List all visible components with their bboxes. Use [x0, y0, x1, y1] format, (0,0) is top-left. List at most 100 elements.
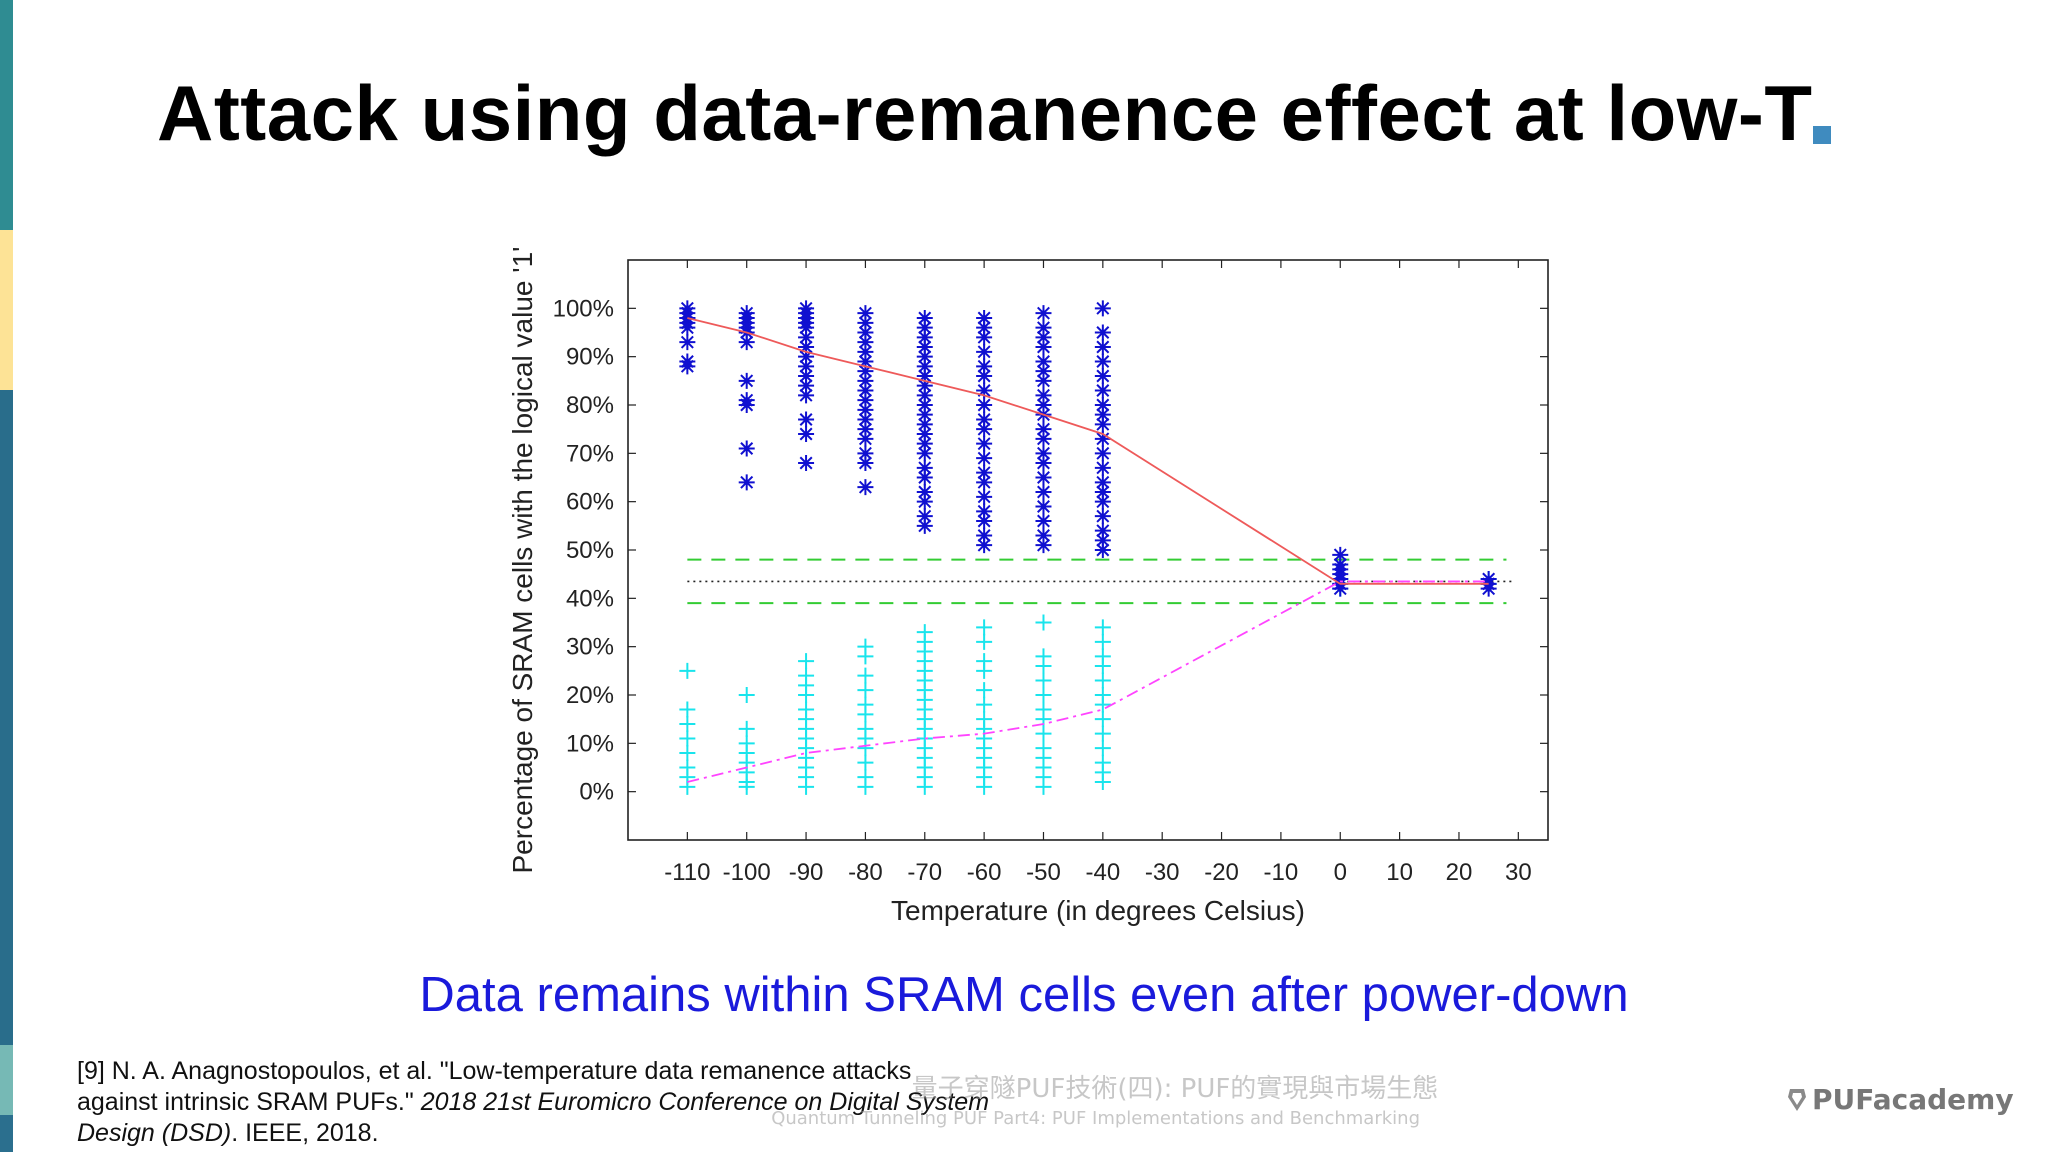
data-point-ones: [1035, 430, 1052, 447]
x-tick-label: -90: [789, 859, 824, 886]
data-point-ones: [857, 343, 874, 360]
data-point-ones: [1094, 406, 1111, 423]
x-tick-label: -20: [1204, 859, 1239, 886]
side-accent-segment: [0, 0, 13, 230]
x-tick-label: -10: [1264, 859, 1299, 886]
data-point-zeros: [1094, 687, 1111, 703]
data-point-ones: [976, 343, 993, 360]
data-point-ones: [798, 455, 815, 471]
data-point-ones: [798, 387, 815, 404]
logo-text: PUFacademy: [1812, 1083, 2014, 1116]
data-point-ones: [738, 372, 755, 389]
data-point-ones: [857, 324, 874, 341]
data-point-ones: [916, 348, 933, 365]
data-point-ones: [798, 329, 815, 346]
data-point-zeros: [1035, 701, 1052, 718]
data-point-zeros: [976, 653, 993, 670]
data-point-ones: [1094, 532, 1111, 549]
data-point-ones: [1035, 397, 1052, 413]
side-accent-segment: [0, 230, 13, 390]
data-point-ones: [976, 450, 993, 467]
data-point-zeros: [857, 667, 874, 684]
data-point-zeros: [679, 701, 696, 718]
plot-frame: [627, 259, 1549, 841]
data-point-ones: [798, 411, 815, 428]
data-point-ones: [1035, 363, 1052, 380]
x-tick-label: 10: [1386, 859, 1413, 886]
data-point-zeros: [679, 759, 696, 776]
data-point-ones: [976, 411, 993, 428]
watermark-subtitle: Quantum Tunneling PUF Part4: PUF Impleme…: [771, 1108, 1420, 1129]
data-point-zeros: [1035, 614, 1052, 631]
data-point-ones: [1035, 498, 1052, 515]
data-point-ones: [738, 305, 755, 322]
data-point-zeros: [1035, 740, 1052, 757]
data-point-zeros: [679, 745, 696, 761]
data-point-ones: [857, 372, 874, 389]
data-point-zeros: [679, 730, 696, 747]
data-point-ones: [976, 527, 993, 544]
data-point-ones: [857, 421, 874, 438]
title-accent-square: [1813, 126, 1831, 144]
data-point-ones: [916, 517, 933, 534]
side-accent-segment: [0, 390, 13, 1045]
data-point-ones: [1035, 305, 1052, 322]
data-point-ones: [798, 377, 815, 394]
data-point-ones: [976, 488, 993, 505]
data-point-ones: [916, 435, 933, 452]
mean-line-ones: [687, 317, 1489, 585]
y-tick-label: 80%: [566, 392, 614, 419]
data-point-ones: [916, 397, 933, 413]
data-point-ones: [857, 382, 874, 399]
data-point-ones: [679, 334, 696, 351]
data-point-ones: [1035, 421, 1052, 438]
data-point-ones: [1094, 484, 1111, 500]
data-point-ones: [857, 430, 874, 447]
data-point-ones: [857, 314, 874, 331]
data-point-ones: [1094, 508, 1111, 525]
data-point-zeros: [857, 769, 874, 786]
data-point-ones: [1035, 319, 1052, 336]
data-point-ones: [679, 300, 696, 317]
y-tick-label: 40%: [566, 585, 614, 612]
x-tick-label: -30: [1145, 859, 1180, 886]
data-point-zeros: [857, 638, 874, 655]
data-point-ones: [857, 334, 874, 351]
data-point-ones: [916, 484, 933, 500]
data-point-zeros: [798, 667, 815, 684]
x-tick-label: 30: [1505, 859, 1532, 886]
data-point-zeros: [1035, 648, 1052, 665]
data-point-ones: [857, 445, 874, 462]
data-point-zeros: [976, 619, 993, 636]
x-tick-label: -80: [848, 859, 883, 886]
data-point-zeros: [1094, 619, 1111, 636]
data-point-ones: [916, 358, 933, 375]
data-point-ones: [798, 348, 815, 365]
citation: [9] N. A. Anagnostopoulos, et al. "Low-t…: [77, 1056, 997, 1149]
data-point-ones: [1480, 571, 1497, 587]
data-point-zeros: [1094, 633, 1111, 650]
data-point-zeros: [857, 696, 874, 713]
data-point-ones: [857, 392, 874, 409]
data-point-ones: [857, 401, 874, 418]
data-point-ones: [1094, 300, 1111, 317]
y-axis-label: Percentage of SRAM cells with the logica…: [507, 246, 538, 873]
data-point-ones: [976, 435, 993, 452]
watermark: 量子穿隧PUF技術(四): PUF的實現與市場生態 Quantum Tunnel…: [760, 1068, 1480, 1129]
data-point-ones: [916, 310, 933, 326]
data-point-ones: [916, 426, 933, 442]
data-point-ones: [1035, 484, 1052, 500]
data-point-zeros: [976, 696, 993, 713]
data-point-ones: [976, 397, 993, 413]
data-point-zeros: [1094, 711, 1111, 728]
data-point-ones: [1094, 430, 1111, 447]
y-tick-label: 100%: [553, 295, 614, 322]
data-point-zeros: [738, 720, 755, 737]
data-point-ones: [798, 339, 815, 355]
data-point-zeros: [1035, 672, 1052, 689]
data-point-ones: [1035, 513, 1052, 529]
data-point-ones: [1094, 474, 1111, 491]
data-point-zeros: [798, 653, 815, 670]
data-point-zeros: [857, 754, 874, 771]
data-point-ones: [976, 368, 993, 384]
